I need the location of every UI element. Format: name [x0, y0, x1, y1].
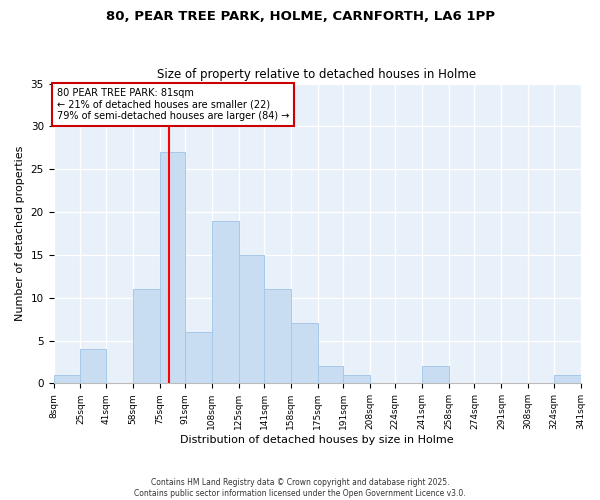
Bar	[80, 349, 106, 384]
Bar	[554, 375, 581, 384]
Text: Contains HM Land Registry data © Crown copyright and database right 2025.
Contai: Contains HM Land Registry data © Crown c…	[134, 478, 466, 498]
Bar	[422, 366, 449, 384]
X-axis label: Distribution of detached houses by size in Holme: Distribution of detached houses by size …	[180, 435, 454, 445]
Bar	[291, 324, 318, 384]
Bar	[160, 152, 185, 384]
Bar	[343, 375, 370, 384]
Bar	[239, 255, 264, 384]
Bar	[133, 289, 160, 384]
Bar	[185, 332, 212, 384]
Bar	[212, 220, 239, 384]
Text: 80 PEAR TREE PARK: 81sqm
← 21% of detached houses are smaller (22)
79% of semi-d: 80 PEAR TREE PARK: 81sqm ← 21% of detach…	[56, 88, 289, 121]
Bar	[318, 366, 343, 384]
Text: 80, PEAR TREE PARK, HOLME, CARNFORTH, LA6 1PP: 80, PEAR TREE PARK, HOLME, CARNFORTH, LA…	[106, 10, 494, 23]
Y-axis label: Number of detached properties: Number of detached properties	[15, 146, 25, 321]
Title: Size of property relative to detached houses in Holme: Size of property relative to detached ho…	[157, 68, 476, 81]
Bar	[264, 289, 291, 384]
Bar	[53, 375, 80, 384]
